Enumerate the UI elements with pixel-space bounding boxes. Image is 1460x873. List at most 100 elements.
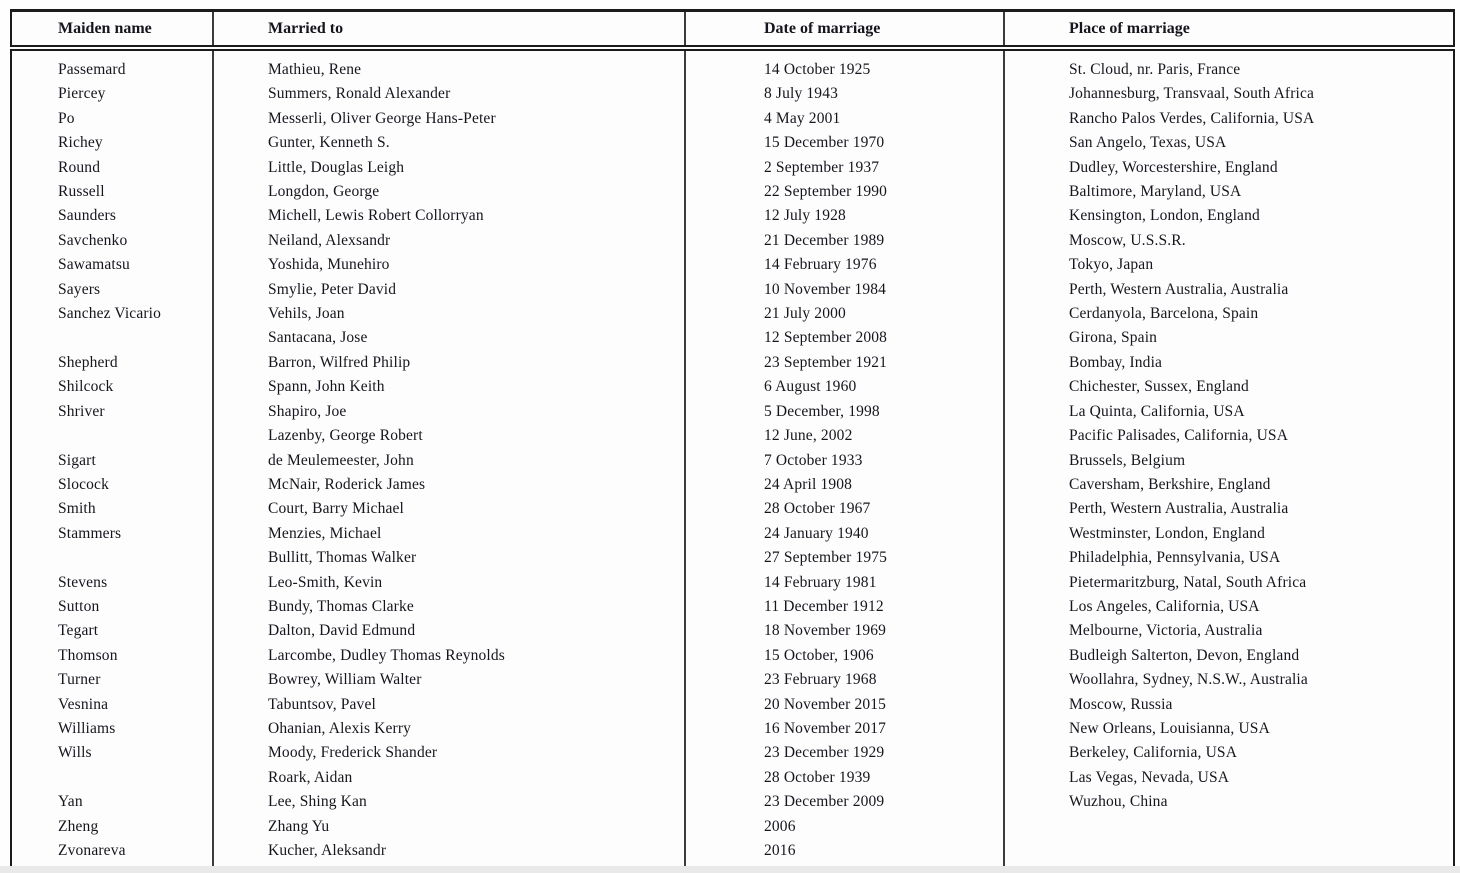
cell-place-of-marriage: Baltimore, Maryland, USA [1003, 180, 1454, 205]
cell-date-of-marriage: 23 February 1968 [684, 668, 1004, 693]
cell-maiden-name: Zvonareva [58, 842, 126, 859]
cell-place-of-marriage: Westminster, London, England [1003, 521, 1454, 547]
cell-place-of-marriage: Las Vegas, Nevada, USA [1003, 765, 1454, 791]
cell-date-of-marriage: 15 October, 1906 [684, 643, 1004, 669]
cell-maiden-name: Yan [58, 793, 83, 811]
cell-maiden-name: Saunders [58, 207, 117, 225]
cell-married-to: Dalton, David Edmund [212, 619, 685, 644]
table-row: Savchenko Neiland, Alexsandr 21 December 1… [11, 228, 1454, 254]
table-row: Lazenby, George Robert 12 June, 2002 Pacif… [11, 424, 1454, 449]
cell-date-of-marriage: 21 July 2000 [684, 302, 1004, 327]
cell-maiden-name [11, 326, 213, 350]
cell-married-to: Bundy, Thomas Clarke [212, 594, 685, 620]
table-row: Po Messerli, Oliver George Hans-Peter 4 Ma… [11, 106, 1454, 132]
cell-date-of-marriage: 14 October 1925 [684, 48, 1004, 83]
header-row: Maiden name Married to Date of marriage … [11, 10, 1454, 51]
table-row: Roark, Aidan 28 October 1939 Las Vegas, Ne… [11, 765, 1454, 791]
cell-place-of-marriage: Melbourne, Victoria, Australia [1003, 619, 1454, 644]
cell-maiden-name: Smith [58, 500, 96, 518]
table-row: Wills Moody, Frederick Shander 23 December… [11, 741, 1454, 766]
table-row: Smith Court, Barry Michael 28 October 1967… [11, 497, 1454, 522]
cell-place-of-marriage: Budleigh Salterton, Devon, England [1003, 643, 1454, 669]
cell-maiden-name: Sigart [58, 451, 96, 469]
table-row: Saunders Michell, Lewis Robert Collorryan… [11, 204, 1454, 229]
cell-date-of-marriage: 5 December, 1998 [684, 399, 1004, 425]
table-row: Yan Lee, Shing Kan 23 December 2009 Wuzhou,… [11, 790, 1454, 815]
cell-date-of-marriage: 2006 [684, 814, 1004, 839]
cell-date-of-marriage: 8 July 1943 [684, 82, 1004, 107]
cell-date-of-marriage: 24 January 1940 [684, 521, 1004, 547]
cell-date-of-marriage: 10 November 1984 [684, 277, 1004, 303]
table-header: Maiden name Married to Date of marriage … [11, 10, 1454, 51]
cell-maiden-name: Russell [58, 183, 105, 201]
cell-date-of-marriage: 12 June, 2002 [684, 424, 1004, 449]
table-row: Williams Ohanian, Alexis Kerry 16 November… [11, 716, 1454, 742]
table-row: Sutton Bundy, Thomas Clarke 11 December 19… [11, 594, 1454, 620]
cell-maiden-name: Tegart [58, 622, 99, 640]
cell-place-of-marriage: Pacific Palisades, California, USA [1003, 424, 1454, 449]
cell-date-of-marriage: 27 September 1975 [684, 546, 1004, 571]
cell-married-to: Longdon, George [212, 180, 685, 205]
table-row: Turner Bowrey, William Walter 23 February … [11, 668, 1454, 693]
table-row: Bullitt, Thomas Walker 27 September 1975 P… [11, 546, 1454, 571]
cell-maiden-name: Piercey [58, 85, 106, 103]
cell-date-of-marriage: 6 August 1960 [684, 375, 1004, 400]
table-row: Sayers Smylie, Peter David 10 November 198… [11, 277, 1454, 303]
cell-date-of-marriage: 7 October 1933 [684, 448, 1004, 473]
cell-married-to: Zhang Yu [212, 814, 685, 839]
cell-place-of-marriage: Wuzhou, China [1003, 790, 1454, 815]
cell-maiden-name: Williams [58, 719, 116, 737]
cell-date-of-marriage: 14 February 1976 [684, 253, 1004, 278]
cell-place-of-marriage [1003, 839, 1454, 870]
cell-place-of-marriage: La Quinta, California, USA [1003, 399, 1454, 425]
cell-maiden-name: Wills [58, 744, 92, 762]
cell-place-of-marriage: Woollahra, Sydney, N.S.W., Australia [1003, 668, 1454, 693]
table-row: Richey Gunter, Kenneth S. 15 December 1970… [11, 131, 1454, 156]
cell-place-of-marriage: Moscow, Russia [1003, 692, 1454, 717]
cell-date-of-marriage: 18 November 1969 [684, 619, 1004, 644]
cell-place-of-marriage: Johannesburg, Transvaal, South Africa [1003, 82, 1454, 107]
cell-married-to: Roark, Aidan [212, 765, 685, 791]
cell-date-of-marriage: 23 December 2009 [684, 790, 1004, 815]
cell-married-to: McNair, Roderick James [212, 472, 685, 498]
table-row: Tegart Dalton, David Edmund 18 November 19… [11, 619, 1454, 644]
cell-married-to: Menzies, Michael [212, 521, 685, 547]
cell-married-to: Spann, John Keith [212, 375, 685, 400]
cell-maiden-name: Sayers [58, 280, 101, 298]
cell-maiden-name: Thomson [58, 646, 118, 664]
cell-place-of-marriage: Rancho Palos Verdes, California, USA [1003, 106, 1454, 132]
table-row: Shriver Shapiro, Joe 5 December, 1998 La Qu… [11, 399, 1454, 425]
cell-place-of-marriage: New Orleans, Louisianna, USA [1003, 716, 1454, 742]
cell-maiden-name: Savchenko [58, 231, 128, 249]
cell-date-of-marriage: 23 December 1929 [684, 741, 1004, 766]
cell-date-of-marriage: 23 September 1921 [684, 350, 1004, 376]
cell-maiden-name: Sanchez Vicario [58, 305, 162, 323]
cell-place-of-marriage: Dudley, Worcestershire, England [1003, 155, 1454, 181]
cell-maiden-name: Round [58, 158, 101, 176]
cell-married-to: Mathieu, Rene [212, 48, 685, 83]
header-married-to: Married to [212, 10, 685, 51]
cell-maiden-name: Shilcock [58, 378, 114, 396]
cell-date-of-marriage: 2016 [684, 839, 1004, 870]
table-row: Slocock McNair, Roderick James 24 April 19… [11, 472, 1454, 498]
cell-maiden-name: Zheng [58, 817, 99, 835]
cell-date-of-marriage: 22 September 1990 [684, 180, 1004, 205]
table-row: Stevens Leo-Smith, Kevin 14 February 1981 P… [11, 570, 1454, 595]
table-row: Stammers Menzies, Michael 24 January 1940 W… [11, 521, 1454, 547]
cell-place-of-marriage [1003, 814, 1454, 839]
cell-place-of-marriage: Chichester, Sussex, England [1003, 375, 1454, 400]
cell-date-of-marriage: 12 July 1928 [684, 204, 1004, 229]
cell-date-of-marriage: 4 May 2001 [684, 106, 1004, 132]
cell-married-to: Lazenby, George Robert [212, 424, 685, 449]
cell-married-to: Vehils, Joan [212, 302, 685, 327]
cell-married-to: Santacana, Jose [212, 326, 685, 351]
table-row: Zheng Zhang Yu 2006 [11, 814, 1454, 839]
header-maiden-name: Maiden name [11, 10, 213, 51]
cell-place-of-marriage: Moscow, U.S.S.R. [1003, 228, 1454, 254]
cell-place-of-marriage: San Angelo, Texas, USA [1003, 131, 1454, 156]
cell-married-to: Court, Barry Michael [212, 497, 685, 522]
cell-date-of-marriage: 24 April 1908 [684, 472, 1004, 498]
cell-married-to: Barron, Wilfred Philip [212, 350, 685, 376]
cell-married-to: Gunter, Kenneth S. [212, 131, 685, 156]
